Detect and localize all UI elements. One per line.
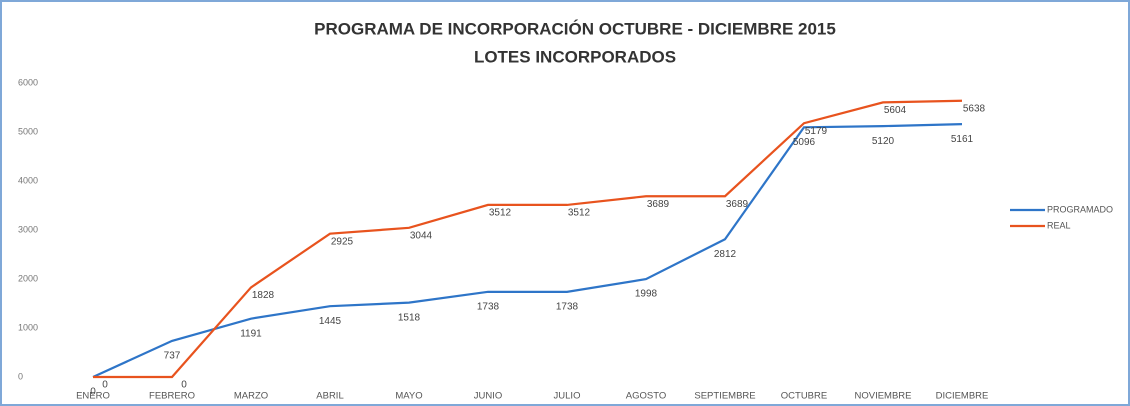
x-tick-label: ENERO: [76, 391, 110, 402]
data-label: 3512: [489, 208, 512, 219]
chart-subtitle: LOTES INCORPORADOS: [474, 47, 676, 66]
data-label: 0: [102, 380, 108, 391]
chart-title: PROGRAMA DE INCORPORACIÓN OCTUBRE - DICI…: [314, 19, 836, 38]
data-label: 2925: [331, 236, 354, 247]
y-tick-label: 3000: [18, 224, 38, 234]
data-label: 1191: [240, 328, 262, 339]
data-label: 2812: [714, 249, 737, 260]
data-label: 5638: [963, 103, 986, 114]
series-line: [92, 123, 963, 379]
y-tick-label: 6000: [18, 77, 38, 87]
data-label: 5161: [951, 134, 974, 145]
x-tick-label: MAYO: [395, 391, 422, 402]
x-tick-label: MARZO: [234, 391, 268, 402]
legend-label: PROGRAMADO: [1047, 204, 1113, 214]
data-label: 1738: [556, 301, 579, 312]
data-label: 5179: [805, 126, 828, 137]
y-tick-label: 1000: [18, 322, 38, 332]
data-label: 1445: [319, 316, 342, 327]
y-tick-label: 2000: [18, 273, 38, 283]
series-line: [93, 99, 963, 379]
x-tick-label: JUNIO: [474, 391, 503, 402]
x-tick-label: AGOSTO: [626, 391, 666, 402]
data-label: 1518: [398, 312, 421, 323]
data-label: 3689: [726, 199, 749, 210]
x-tick-label: FEBRERO: [149, 391, 195, 402]
data-label: 1738: [477, 301, 500, 312]
data-label: 0: [90, 387, 96, 398]
data-label: 3689: [647, 199, 670, 210]
data-label: 1998: [635, 289, 658, 300]
x-tick-label: ABRIL: [316, 391, 343, 402]
legend-label: REAL: [1047, 220, 1071, 230]
x-tick-label: SEPTIEMBRE: [694, 391, 755, 402]
data-label: 1828: [252, 290, 275, 301]
y-tick-label: 5000: [18, 126, 38, 136]
x-tick-label: OCTUBRE: [781, 391, 827, 402]
data-label: 3044: [410, 230, 433, 241]
y-tick-label: 4000: [18, 175, 38, 185]
data-label: 5120: [872, 136, 895, 147]
data-label: 5096: [793, 137, 816, 148]
data-label: 737: [164, 351, 181, 362]
x-tick-label: NOVIEMBRE: [854, 391, 911, 402]
y-tick-label: 0: [18, 371, 23, 381]
x-tick-label: DICIEMBRE: [936, 391, 989, 402]
data-label: 3512: [568, 208, 591, 219]
data-label: 5604: [884, 105, 907, 116]
x-tick-label: JULIO: [554, 391, 581, 402]
data-label: 0: [181, 380, 187, 391]
